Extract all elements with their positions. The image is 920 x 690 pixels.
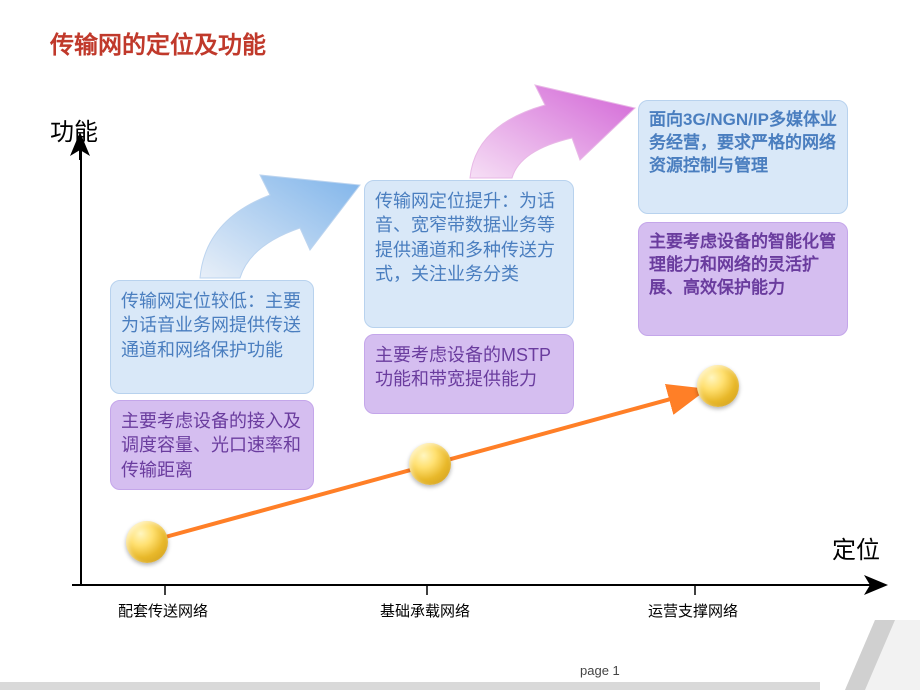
y-axis	[80, 150, 82, 585]
slide-root: 传输网的定位及功能 功能 定位 配套传送网络 基础承载网络 运营支撑网络	[0, 0, 920, 690]
stage2-purple-box: 主要考虑设备的MSTP功能和带宽提供能力	[364, 334, 574, 414]
page-number: page 1	[580, 663, 620, 678]
slide-title: 传输网的定位及功能	[50, 25, 266, 60]
trend-point-2	[409, 443, 451, 485]
stage3-purple-box: 主要考虑设备的智能化管理能力和网络的灵活扩展、高效保护能力	[638, 222, 848, 336]
stage2-blue-box: 传输网定位提升：为话音、宽窄带数据业务等提供通道和多种传送方式，关注业务分类	[364, 180, 574, 328]
x-axis	[72, 584, 870, 586]
tick-label-3: 运营支撑网络	[648, 600, 738, 621]
trend-point-1	[126, 521, 168, 563]
footer-bar	[0, 682, 820, 690]
stage3-blue-box: 面向3G/NGN/IP多媒体业务经营，要求严格的网络资源控制与管理	[638, 100, 848, 214]
trend-point-3	[697, 365, 739, 407]
stage1-purple-box: 主要考虑设备的接入及调度容量、光口速率和传输距离	[110, 400, 314, 490]
x-axis-label: 定位	[832, 530, 880, 565]
footer-chevron-icon	[800, 620, 920, 690]
y-axis-label: 功能	[50, 112, 98, 147]
tick-label-2: 基础承载网络	[380, 600, 470, 621]
stage1-blue-box: 传输网定位较低：主要为话音业务网提供传送通道和网络保护功能	[110, 280, 314, 394]
tick-label-1: 配套传送网络	[118, 600, 208, 621]
